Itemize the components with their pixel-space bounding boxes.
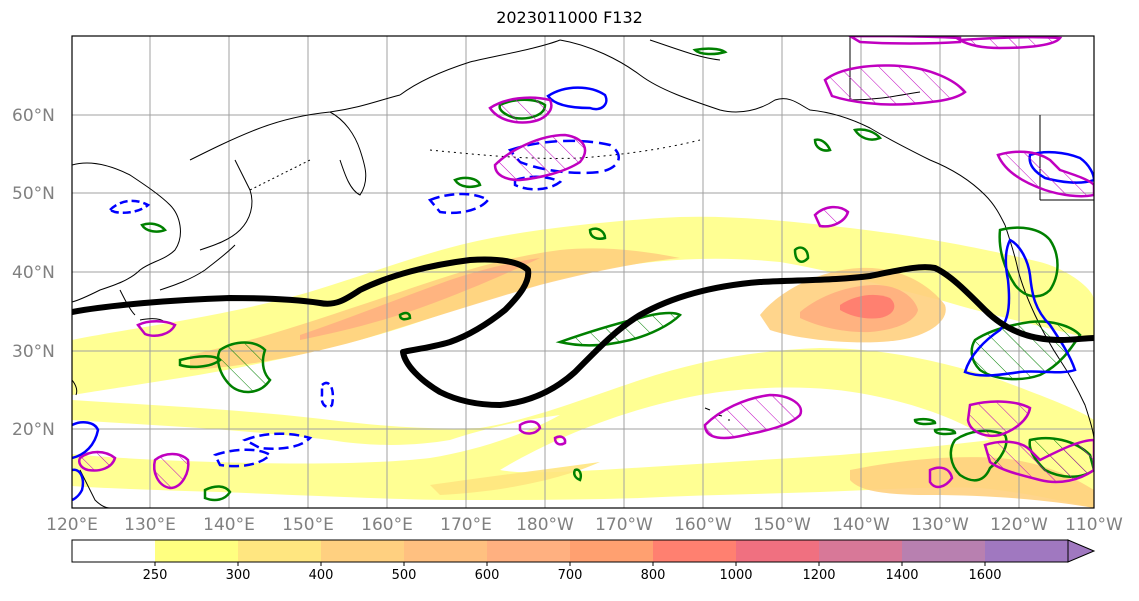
lon-label: 130°W: [911, 515, 969, 535]
colorbar-segment: [570, 540, 654, 562]
lat-label: 40°N: [12, 263, 55, 283]
colorbar-segment: [902, 540, 986, 562]
lon-label: 140°W: [832, 515, 890, 535]
lon-label: 120°W: [990, 515, 1048, 535]
lon-label: 150°W: [753, 515, 811, 535]
jet-contour: [72, 256, 1094, 408]
lon-label: 160°E: [361, 515, 413, 535]
colorbar-tick-label: 800: [641, 568, 666, 583]
colorbar: 250 300 400 500 600 700 800 1000 1200 1400 1600: [71, 539, 1096, 583]
colorbar-segment: [155, 540, 239, 562]
colorbar-tick-label: 1200: [802, 568, 835, 583]
colorbar-segment: [321, 540, 405, 562]
colorbar-segment: [985, 540, 1069, 562]
lat-label: 30°N: [12, 342, 55, 362]
map-content: [72, 36, 1094, 508]
colorbar-segment: [487, 540, 571, 562]
colorbar-tick-label: 700: [558, 568, 583, 583]
colorbar-tick-label: 500: [392, 568, 417, 583]
colorbar-tick-label: 1400: [885, 568, 918, 583]
map-title: 2023011000 F132: [496, 8, 643, 27]
colorbar-tick-label: 1000: [719, 568, 752, 583]
lon-label: 130°E: [124, 515, 176, 535]
lat-label: 60°N: [12, 106, 55, 126]
colorbar-segment: [653, 540, 737, 562]
colorbar-extend-arrow: [1067, 539, 1096, 563]
colorbar-tick-label: 600: [475, 568, 500, 583]
colorbar-tick-label: 1600: [968, 568, 1001, 583]
colorbar-segment: [819, 540, 903, 562]
colorbar-segment: [404, 540, 488, 562]
lat-label: 50°N: [12, 184, 55, 204]
lon-label: 150°E: [282, 515, 334, 535]
lon-label: 120°E: [46, 515, 98, 535]
colorbar-segment: [238, 540, 322, 562]
colorbar-tick-label: 250: [143, 568, 168, 583]
lon-label: 140°E: [203, 515, 255, 535]
colorbar-tick-label: 400: [309, 568, 334, 583]
magenta-contours: [78, 36, 1094, 490]
colorbar-segment: [736, 540, 820, 562]
colorbar-tick-label: 300: [226, 568, 251, 583]
lon-label: 110°W: [1065, 515, 1123, 535]
longitude-labels: 120°E 130°E 140°E 150°E 160°E 170°E 180°…: [46, 515, 1123, 535]
jet-shading: [72, 216, 1094, 508]
latitude-labels: 60°N 50°N 40°N 30°N 20°N: [12, 106, 55, 440]
lon-label: 170°E: [440, 515, 492, 535]
lon-label: 180°W: [516, 515, 574, 535]
lon-label: 160°W: [674, 515, 732, 535]
lon-label: 170°W: [595, 515, 653, 535]
lat-label: 20°N: [12, 420, 55, 440]
colorbar-segment: [72, 540, 156, 562]
map-frame: [71, 35, 1095, 509]
